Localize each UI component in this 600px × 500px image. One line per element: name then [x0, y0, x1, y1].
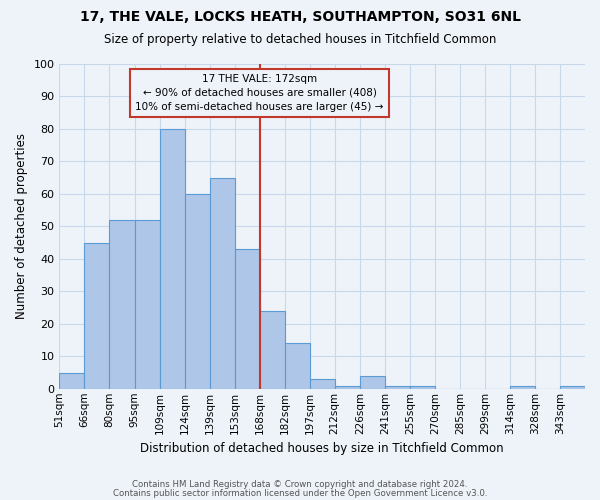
- Bar: [560, 386, 585, 389]
- Bar: [85, 242, 109, 389]
- Text: Contains HM Land Registry data © Crown copyright and database right 2024.: Contains HM Land Registry data © Crown c…: [132, 480, 468, 489]
- Bar: [360, 376, 385, 389]
- Y-axis label: Number of detached properties: Number of detached properties: [15, 134, 28, 320]
- Bar: [59, 372, 85, 389]
- Bar: [284, 344, 310, 389]
- Bar: [510, 386, 535, 389]
- Bar: [109, 220, 134, 389]
- Text: 17, THE VALE, LOCKS HEATH, SOUTHAMPTON, SO31 6NL: 17, THE VALE, LOCKS HEATH, SOUTHAMPTON, …: [79, 10, 521, 24]
- Text: 17 THE VALE: 172sqm
← 90% of detached houses are smaller (408)
10% of semi-detac: 17 THE VALE: 172sqm ← 90% of detached ho…: [136, 74, 384, 112]
- Bar: [209, 178, 235, 389]
- Bar: [185, 194, 209, 389]
- Bar: [260, 311, 284, 389]
- X-axis label: Distribution of detached houses by size in Titchfield Common: Distribution of detached houses by size …: [140, 442, 504, 455]
- Bar: [134, 220, 160, 389]
- Bar: [385, 386, 410, 389]
- Bar: [410, 386, 435, 389]
- Text: Size of property relative to detached houses in Titchfield Common: Size of property relative to detached ho…: [104, 32, 496, 46]
- Bar: [160, 129, 185, 389]
- Bar: [335, 386, 360, 389]
- Text: Contains public sector information licensed under the Open Government Licence v3: Contains public sector information licen…: [113, 488, 487, 498]
- Bar: [310, 379, 335, 389]
- Bar: [235, 249, 260, 389]
